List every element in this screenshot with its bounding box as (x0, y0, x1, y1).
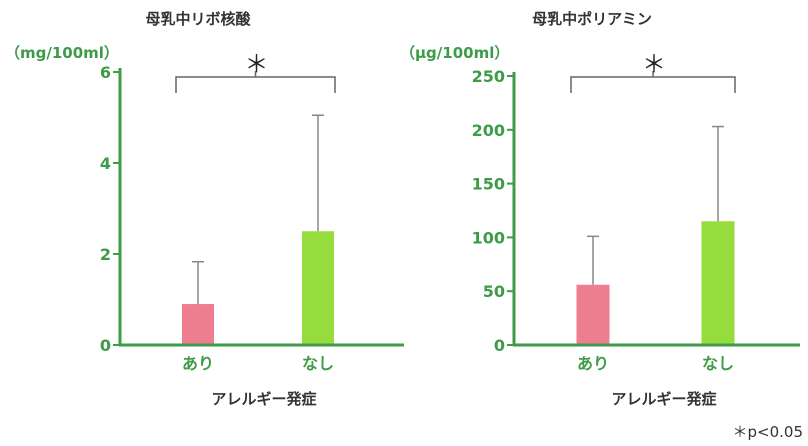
y-tick-label: 200 (472, 121, 505, 140)
y-tick-label: 150 (472, 175, 505, 194)
category-label: なし (702, 354, 734, 373)
y-tick-label: 250 (472, 67, 505, 86)
bar-nashi (701, 221, 735, 344)
x-axis-label: アレルギー発症 (611, 390, 716, 408)
y-tick-label: 2 (100, 245, 111, 264)
chart-title: 母乳中ポリアミン (532, 10, 652, 28)
y-tick-label: 0 (100, 336, 111, 355)
chart-title: 母乳中リボ核酸 (145, 10, 251, 28)
significance-star: ＊ (245, 50, 269, 78)
category-label: なし (302, 354, 334, 373)
y-axis-unit: （μg/100ml） (400, 44, 509, 62)
x-axis-label: アレルギー発症 (211, 390, 316, 408)
significance-footnote: ＊p<0.05 (733, 423, 804, 441)
category-label: あり (182, 354, 214, 373)
bar-ari (182, 304, 214, 344)
category-label: あり (577, 354, 609, 373)
y-tick-label: 0 (494, 336, 505, 355)
y-tick-label: 100 (472, 228, 505, 247)
significance-star: ＊ (642, 50, 666, 78)
y-tick-label: 4 (100, 154, 111, 173)
y-tick-label: 6 (100, 63, 111, 82)
bar-nashi (302, 231, 334, 344)
significance-bracket (175, 76, 336, 93)
y-axis-unit: （mg/100ml） (5, 44, 119, 62)
y-tick-label: 50 (483, 282, 505, 301)
bar-ari (576, 284, 610, 344)
significance-bracket (570, 76, 736, 93)
